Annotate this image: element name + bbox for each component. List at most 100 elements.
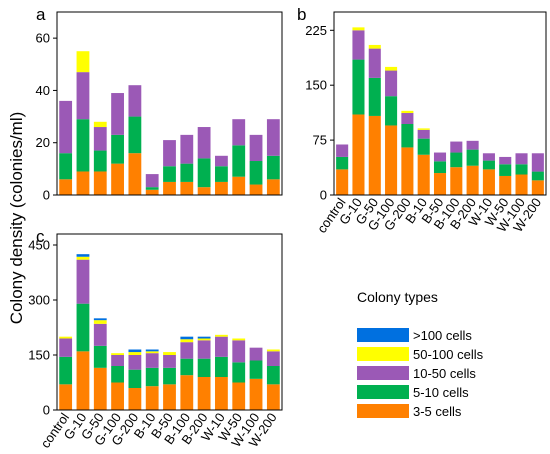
- bar-segment: [111, 353, 124, 355]
- bar-segment: [466, 149, 479, 166]
- panel-label: b: [297, 5, 306, 24]
- y-tick-label: 0: [320, 188, 327, 203]
- bar-segment: [450, 152, 463, 168]
- bar-segment: [145, 353, 159, 368]
- bar-segment: [111, 163, 124, 195]
- bar-segment: [401, 147, 414, 195]
- bar-segment: [336, 169, 349, 195]
- bar-segment: [93, 367, 107, 410]
- bar-segment: [482, 160, 495, 170]
- bar-segment: [466, 165, 479, 195]
- bar-segment: [368, 44, 381, 49]
- legend-swatch: [357, 385, 409, 399]
- plot-frame: [333, 11, 547, 196]
- y-tick-label: 225: [305, 23, 327, 38]
- legend-swatch: [357, 404, 409, 418]
- bar-segment: [215, 155, 228, 167]
- legend-label: 5-10 cells: [413, 385, 469, 400]
- bar-segment: [417, 138, 430, 155]
- bar-segment: [249, 378, 263, 410]
- bar-segment: [128, 116, 142, 154]
- legend-label: 50-100 cells: [413, 347, 484, 362]
- bar-segment: [466, 140, 479, 150]
- bar-segment: [515, 174, 528, 195]
- bar-segment: [249, 360, 263, 379]
- bar-segment: [145, 187, 159, 190]
- bar-segment: [163, 352, 176, 355]
- plot-frame: [56, 233, 283, 411]
- bar-segment: [128, 388, 142, 410]
- bar-segment: [450, 141, 463, 153]
- bar-segment: [266, 384, 280, 410]
- bar-segment: [76, 303, 90, 352]
- bar-segment: [180, 336, 194, 340]
- bar-segment: [385, 70, 398, 97]
- bar-segment: [128, 352, 142, 355]
- bar-segment: [145, 174, 159, 188]
- y-tick-label: 150: [305, 78, 327, 93]
- bar-segment: [163, 166, 176, 182]
- bar-segment: [59, 179, 73, 195]
- bar-segment: [145, 386, 159, 410]
- bar-segment: [128, 153, 142, 195]
- bar-segment: [385, 125, 398, 195]
- bar-segment: [197, 358, 211, 377]
- bar-segment: [180, 339, 194, 343]
- bar-segment: [368, 77, 381, 116]
- bar-segment: [368, 115, 381, 195]
- bar-segment: [450, 167, 463, 195]
- bar-segment: [352, 114, 365, 195]
- bar-segment: [93, 121, 107, 128]
- bar-segment: [93, 171, 107, 195]
- bar-segment: [59, 356, 73, 385]
- chart-panel-a: a 0 20 40 60: [36, 5, 283, 203]
- bar-segment: [232, 338, 246, 341]
- bar-segment: [145, 351, 159, 354]
- bar-segment: [232, 340, 246, 363]
- bar-segment: [180, 163, 194, 182]
- chart-panel-b: bcontrolG-10G-50G-100G-200B-10B-50B-100B…: [297, 5, 547, 236]
- bar-segment: [93, 318, 107, 321]
- bar-segment: [111, 382, 124, 410]
- bar-segment: [401, 110, 414, 114]
- y-tick-label: 150: [28, 348, 50, 363]
- bar-segment: [163, 384, 176, 410]
- bar-segment: [433, 173, 447, 195]
- bar-segment: [145, 189, 159, 195]
- y-tick-label: 300: [28, 293, 50, 308]
- bar-segment: [163, 355, 176, 368]
- legend-title: Colony types: [357, 289, 438, 305]
- bar-segment: [215, 166, 228, 182]
- bar-segment: [352, 30, 365, 60]
- panels: a 0 20 40 60 bcontrolG-10G-50G-100G-200B-10B-…: [28, 5, 547, 451]
- bar-segment: [111, 355, 124, 366]
- bar-segment: [76, 259, 90, 304]
- chart-panel-c: ccontrolG-10G-50G-100G-200B-10B-50B-100B…: [28, 227, 283, 451]
- bar-segment: [163, 140, 176, 167]
- bar-segment: [59, 336, 73, 339]
- bar-segment: [76, 351, 90, 410]
- bar-segment: [482, 169, 495, 195]
- bar-segment: [59, 384, 73, 410]
- y-tick-label: 60: [36, 31, 50, 46]
- bar-segment: [76, 256, 90, 260]
- bar-segment: [515, 153, 528, 165]
- bar-segment: [232, 382, 246, 410]
- bar-segment: [266, 179, 280, 195]
- bar-segment: [93, 323, 107, 346]
- bar-segment: [417, 129, 430, 139]
- bar-segment: [385, 66, 398, 71]
- bar-segment: [499, 156, 512, 165]
- bar-segment: [266, 119, 280, 156]
- bar-segment: [352, 59, 365, 115]
- bar-segment: [163, 367, 176, 385]
- bar-segment: [128, 85, 142, 117]
- bar-segment: [163, 181, 176, 195]
- plot-frame: [56, 11, 283, 196]
- y-tick-label: 75: [313, 133, 327, 148]
- bar-segment: [249, 184, 263, 195]
- bar-segment: [266, 351, 280, 366]
- bar-segment: [197, 377, 211, 410]
- bar-segment: [76, 171, 90, 195]
- bar-segment: [385, 96, 398, 126]
